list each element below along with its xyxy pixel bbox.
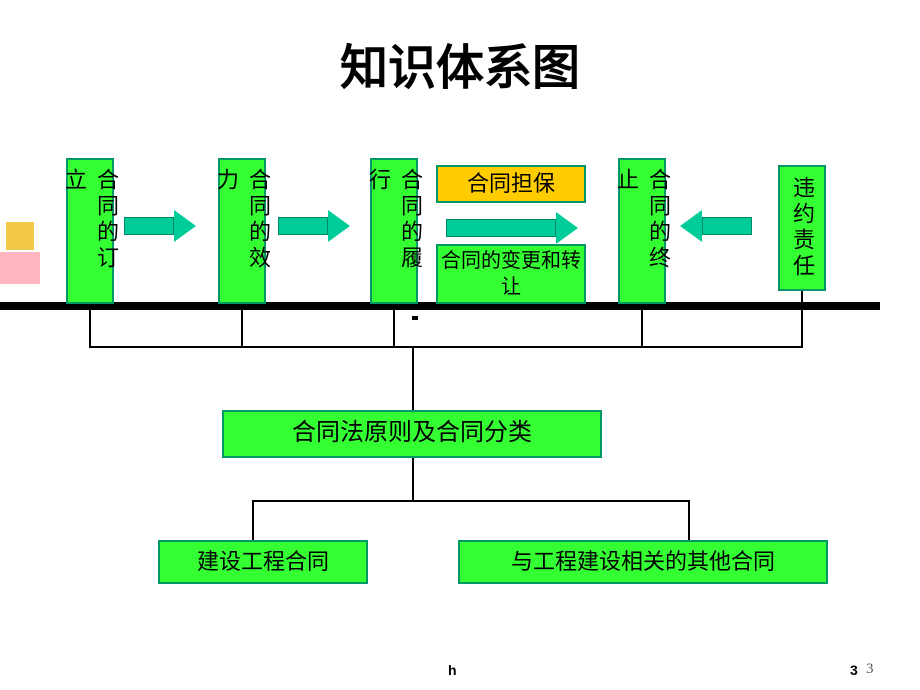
arrow-icon — [124, 210, 196, 242]
box-label: 合同的变更和转让 — [438, 248, 584, 300]
box-label: 合同的终止 — [610, 168, 674, 294]
box-label: 合同法原则及合同分类 — [292, 418, 532, 449]
box-contract-effect: 合同的效力 — [218, 158, 266, 304]
page-number: 3 — [866, 661, 874, 678]
footer-label: h — [448, 662, 457, 678]
arrow-icon — [278, 210, 350, 242]
box-change-transfer: 合同的变更和转让 — [436, 244, 586, 304]
box-label: 合同的订立 — [58, 168, 122, 294]
box-principles: 合同法原则及合同分类 — [222, 410, 602, 458]
box-construction-contract: 建设工程合同 — [158, 540, 368, 584]
box-related-contracts: 与工程建设相关的其他合同 — [458, 540, 828, 584]
arrow-icon — [446, 212, 578, 244]
box-contract-end: 合同的终止 — [618, 158, 666, 304]
connector-line — [412, 458, 414, 500]
decor-yellow — [6, 222, 34, 250]
box-contract-signing: 合同的订立 — [66, 158, 114, 304]
connector-line — [252, 500, 254, 540]
box-label: 建设工程合同 — [197, 548, 329, 577]
connector-line — [393, 304, 395, 346]
connector-line — [412, 346, 414, 410]
box-label: 合同的效力 — [210, 168, 274, 294]
decor-pink — [0, 252, 40, 284]
box-contract-perform: 合同的履行 — [370, 158, 418, 304]
connector-line — [801, 291, 803, 346]
connector-line — [241, 304, 243, 346]
box-breach: 违约责任 — [778, 165, 826, 291]
box-label: 违约责任 — [786, 176, 818, 280]
connector-line — [89, 304, 91, 346]
page-number-bold: 3 — [850, 662, 858, 678]
connector-line — [641, 304, 643, 346]
connector-line — [688, 500, 690, 540]
page-title: 知识体系图 — [0, 28, 920, 98]
arrow-icon — [680, 210, 752, 242]
box-guarantee: 合同担保 — [436, 165, 586, 203]
connector-line — [89, 346, 803, 348]
box-label: 与工程建设相关的其他合同 — [511, 548, 775, 577]
box-label: 合同的履行 — [362, 168, 426, 294]
box-label: 合同担保 — [467, 170, 555, 199]
connector-line — [252, 500, 690, 502]
connector-dot — [412, 316, 418, 320]
